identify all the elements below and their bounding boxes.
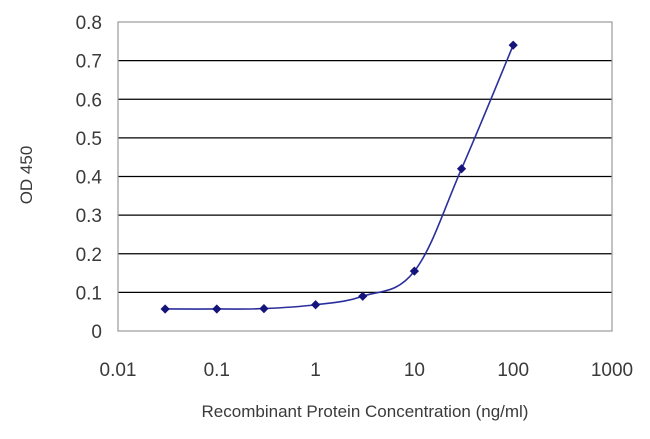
data-point-marker <box>259 303 269 314</box>
data-point-marker <box>508 40 518 50</box>
y-axis-title: OD 450 <box>17 146 36 205</box>
plot-frame <box>117 21 613 332</box>
series <box>160 40 518 314</box>
plot-area-frame <box>117 21 613 332</box>
x-axis-title: Recombinant Protein Concentration (ng/ml… <box>202 402 529 421</box>
gridlines <box>118 59 612 294</box>
y-tick-label: 0.5 <box>76 129 102 150</box>
x-tick-label: 100 <box>497 360 529 381</box>
x-tick-labels: 0.01 0.1 1 10 100 1000 <box>100 360 634 381</box>
data-point-marker <box>311 300 321 310</box>
data-point-marker <box>212 304 222 314</box>
y-tick-label: 0.1 <box>76 283 102 304</box>
y-tick-labels: 0 0.1 0.2 0.3 0.4 0.5 0.6 0.7 0.8 <box>76 13 103 343</box>
x-tick-label: 1000 <box>591 360 633 381</box>
x-tick-label: 10 <box>404 360 425 381</box>
data-point-marker <box>358 291 368 301</box>
y-tick-label: 0.3 <box>76 206 102 227</box>
y-tick-label: 0.8 <box>76 13 102 34</box>
x-tick-label: 1 <box>310 360 321 381</box>
data-point-marker <box>409 266 419 276</box>
y-tick-label: 0.2 <box>76 245 102 266</box>
data-point-marker <box>456 164 467 174</box>
y-tick-label: 0.6 <box>76 90 102 111</box>
data-point-marker <box>160 304 170 314</box>
y-tick-label: 0.4 <box>76 168 103 189</box>
x-tick-label: 0.01 <box>100 360 137 381</box>
y-tick-label: 0 <box>91 322 102 343</box>
x-tick-label: 0.1 <box>204 360 230 381</box>
y-tick-label: 0.7 <box>76 52 102 73</box>
